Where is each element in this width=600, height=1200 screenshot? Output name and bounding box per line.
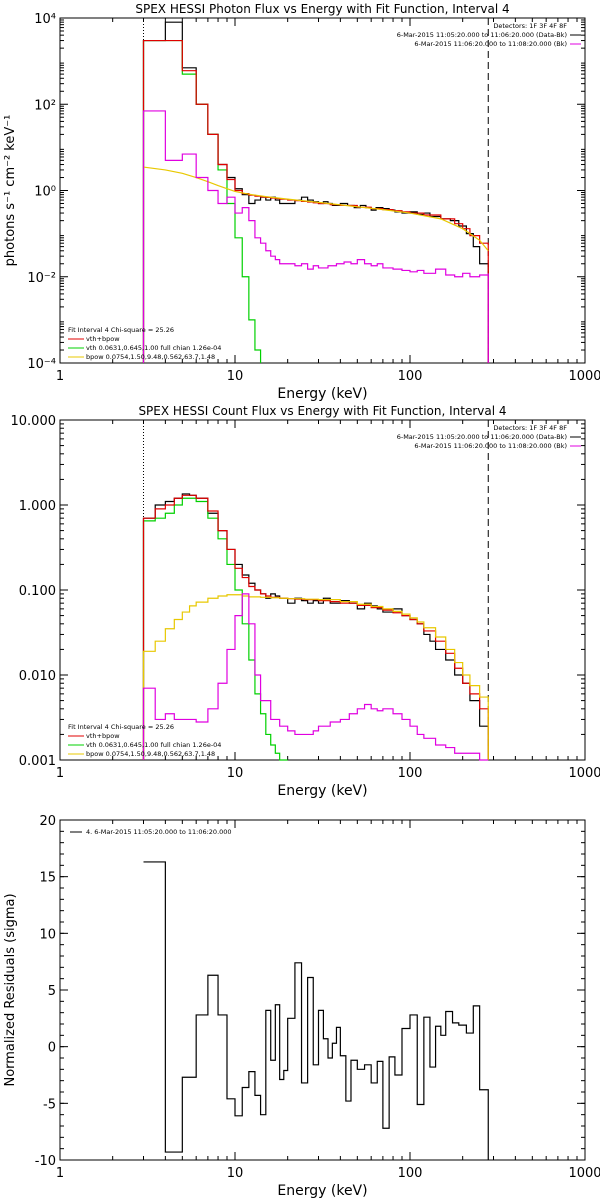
x-tick-label: 10: [227, 1166, 244, 1181]
y-tick-label: 10⁴: [34, 12, 56, 27]
x-tick-label: 100: [398, 766, 423, 781]
x-axis-label: Energy (keV): [277, 1183, 367, 1199]
residuals-panel: 1 10 100 1000 -10 -5 0 5 10 15 20 Energy (keV) Norma…: [3, 814, 600, 1199]
series-bpow: [143, 166, 489, 252]
x-axis-label: Energy (keV): [277, 783, 367, 799]
series-bk: [142, 110, 489, 363]
legend-entry: vth 0.0631,0.645,1.00 full chian 1.26e-0…: [86, 741, 221, 749]
legend-entry: 6-Mar-2015 11:05:20.000 to 11:06:20.000 …: [397, 31, 567, 39]
y-tick-label: 10: [39, 927, 56, 942]
y-tick-label: -10: [35, 1154, 56, 1169]
chart-title: SPEX HESSI Photon Flux vs Energy with Fi…: [135, 2, 509, 16]
x-tick-label: 10: [227, 766, 244, 781]
legend-entry: Fit Interval 4 Chi-square = 25.26: [68, 723, 174, 731]
y-tick-label: 10⁻⁴: [27, 357, 56, 372]
y-tick-label: 5: [48, 984, 56, 999]
plot-frame: [59, 419, 586, 761]
legend-entry: 4. 6-Mar-2015 11:05:20.000 to 11:06:20.0…: [86, 828, 232, 836]
legend-entry: 6-Mar-2015 11:06:20.000 to 11:08:20.000 …: [414, 40, 567, 48]
legend-entry: Detectors: 1F 3F 4F 8F: [493, 22, 567, 30]
series-vth: [142, 497, 288, 761]
count-flux-panel: SPEX HESSI Count Flux vs Energy with Fit…: [11, 404, 600, 799]
y-tick-label: 0.010: [19, 669, 56, 684]
y-tick-label: 10⁰: [34, 185, 56, 200]
series-data: [142, 21, 489, 363]
series-total: [142, 494, 489, 760]
y-tick-label: 0.001: [19, 754, 56, 769]
legend-entry: bpow 0.0754,1.50,9.48,0.562,63.7,1.48: [86, 750, 215, 758]
x-tick-label: 1: [56, 1166, 64, 1181]
legend-entry: Detectors: 1F 3F 4F 8F: [493, 424, 567, 432]
x-tick-label: 1000: [568, 1166, 600, 1181]
legend-entry: vth+bpow: [86, 732, 120, 740]
series-data: [142, 493, 489, 760]
y-tick-label: 20: [39, 814, 56, 829]
y-axis-label: Normalized Residuals (sigma): [3, 893, 18, 1086]
x-tick-label: 10: [227, 369, 244, 384]
x-tick-label: 100: [398, 1166, 423, 1181]
x-tick-label: 1000: [568, 766, 600, 781]
x-tick-label: 1: [56, 369, 64, 384]
legend-entry: bpow 0.0754,1.50,9.48,0.562,63.7,1.48: [86, 353, 215, 361]
x-axis-label: Energy (keV): [277, 386, 367, 402]
y-tick-label: 10⁻²: [27, 271, 56, 286]
photon-flux-panel: SPEX HESSI Photon Flux vs Energy with Fi…: [3, 2, 600, 402]
x-tick-label: 1: [56, 766, 64, 781]
y-tick-label: 10.000: [11, 414, 57, 429]
y-axis-label: photons s⁻¹ cm⁻² keV⁻¹: [3, 115, 18, 267]
x-tick-label: 100: [398, 369, 423, 384]
y-tick-label: 0.100: [19, 584, 56, 599]
x-tick-label: 1000: [568, 369, 600, 384]
plot-frame: [59, 819, 586, 1161]
legend-entry: Fit Interval 4 Chi-square = 25.26: [68, 326, 174, 334]
plot-frame: [59, 17, 586, 364]
legend-entry: 6-Mar-2015 11:06:20.000 to 11:08:20.000 …: [414, 442, 567, 450]
y-tick-label: -5: [43, 1097, 56, 1112]
legend-entry: 6-Mar-2015 11:05:20.000 to 11:06:20.000 …: [397, 433, 567, 441]
y-tick-label: 15: [39, 871, 56, 886]
y-tick-label: 10²: [34, 98, 56, 113]
chart-title: SPEX HESSI Count Flux vs Energy with Fit…: [138, 404, 506, 418]
legend-entry: vth+bpow: [86, 335, 120, 343]
series-bk: [142, 593, 489, 761]
series-vth: [142, 39, 262, 363]
y-tick-label: 0: [48, 1041, 56, 1056]
series-data: [143, 861, 489, 1160]
y-tick-label: 1.000: [19, 499, 56, 514]
legend-entry: vth 0.0631,0.645,1.00 full chian 1.26e-0…: [86, 344, 221, 352]
series-bpow: [142, 594, 489, 760]
